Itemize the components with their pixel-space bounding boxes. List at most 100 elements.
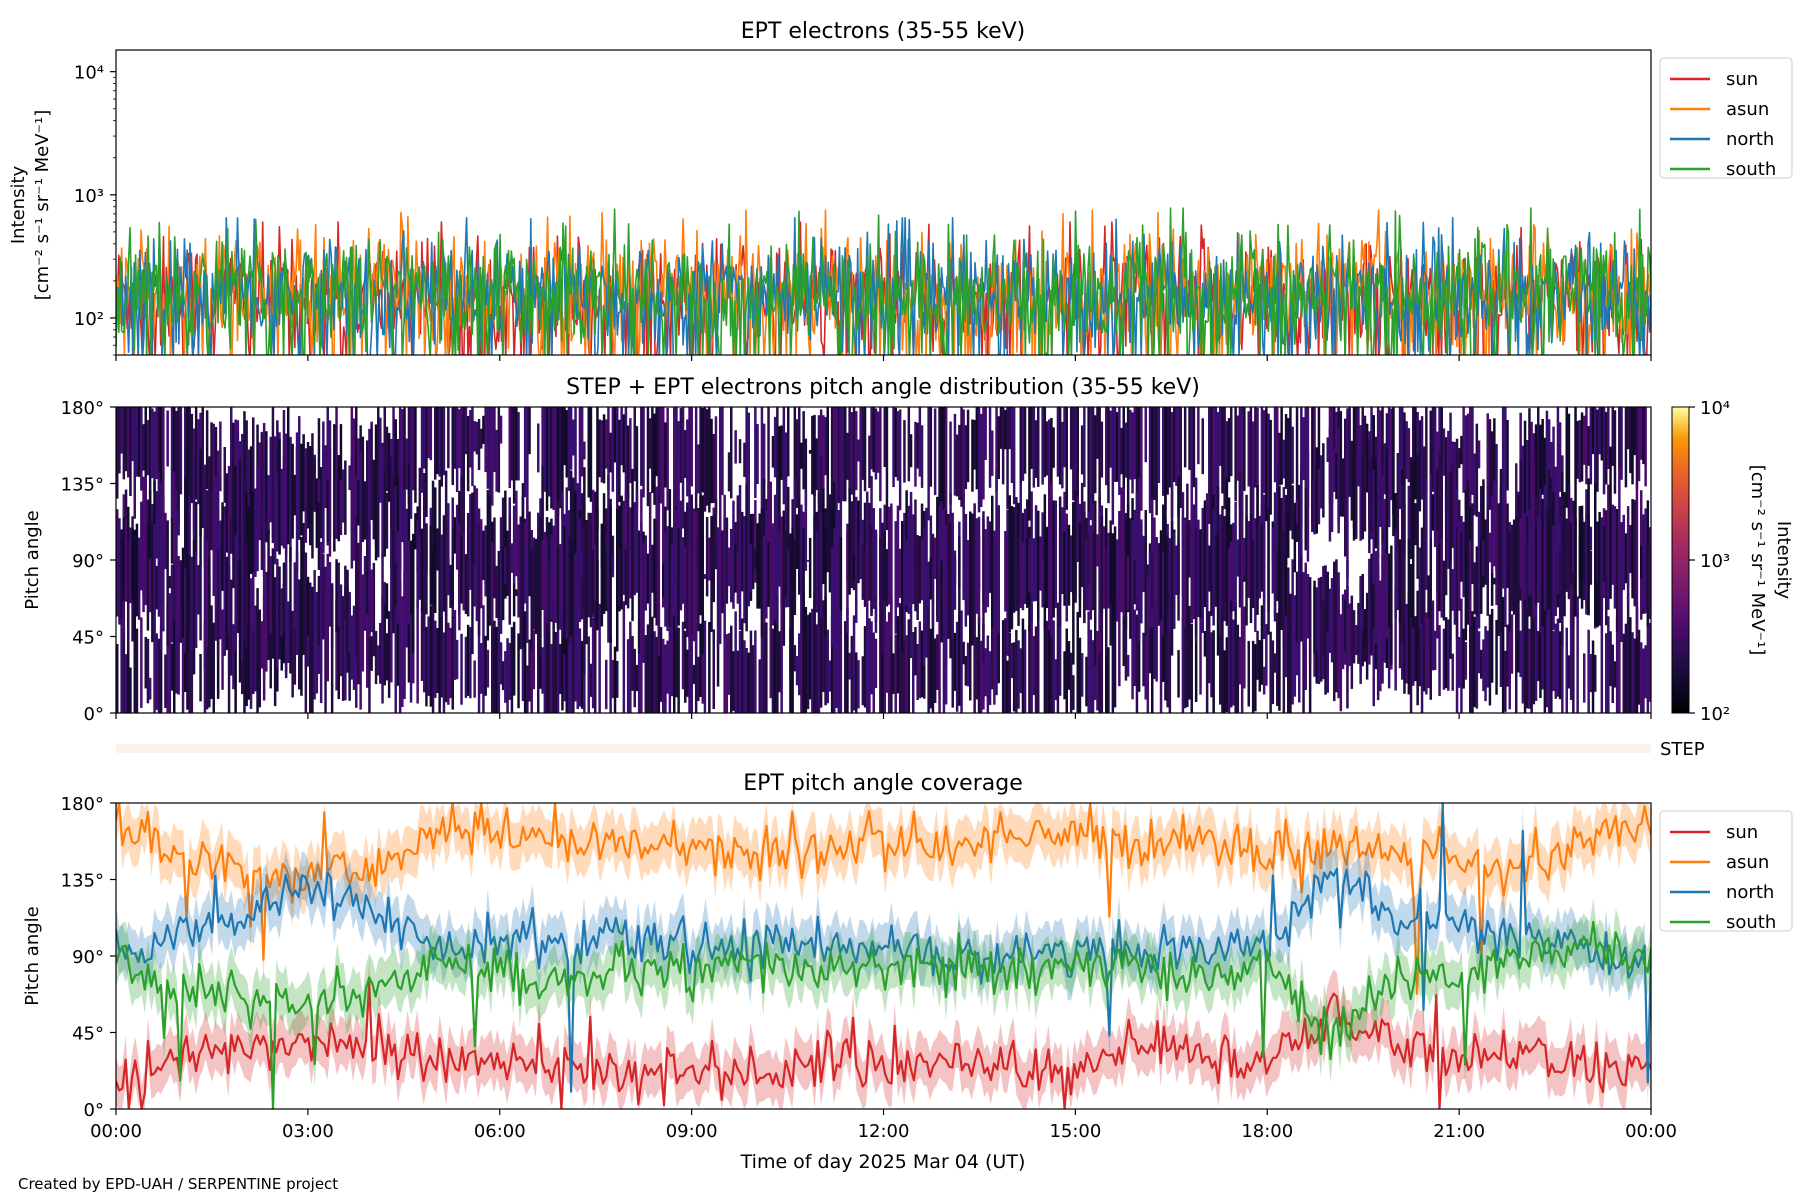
heatmap-cell — [517, 524, 520, 618]
heatmap-cell — [673, 524, 676, 608]
heatmap-cell — [420, 528, 424, 612]
heatmap-cell — [848, 407, 851, 504]
heatmap-cell — [1004, 618, 1007, 713]
heatmap-cell — [969, 608, 972, 701]
heatmap-cell — [548, 565, 551, 633]
heatmap-cell — [1065, 628, 1068, 713]
heatmap-cell — [324, 445, 327, 508]
heatmap-cell — [1484, 626, 1487, 702]
heatmap-cell — [234, 534, 237, 652]
heatmap-cell — [1137, 407, 1141, 486]
heatmap-cell — [1565, 518, 1568, 590]
heatmap-cell — [350, 615, 354, 680]
heatmap-cell — [762, 535, 766, 625]
heatmap-cell — [719, 407, 722, 516]
heatmap-cell — [826, 629, 829, 704]
heatmap-cell — [1151, 596, 1154, 713]
heatmap-cell — [230, 407, 233, 553]
heatmap-cell — [1087, 534, 1090, 583]
heatmap-cell — [1291, 559, 1294, 623]
heatmap-cell — [1085, 656, 1088, 707]
panel2-title: STEP + EPT electrons pitch angle distrib… — [566, 375, 1200, 400]
heatmap-cell — [1486, 630, 1489, 688]
heatmap-cell — [1133, 509, 1136, 578]
heatmap-cell — [265, 431, 268, 517]
heatmap-cell — [142, 551, 145, 613]
heatmap-cell — [596, 507, 599, 607]
heatmap-cell — [798, 407, 801, 516]
heatmap-cell — [620, 407, 623, 466]
heatmap-cell — [1602, 525, 1606, 582]
heatmap-cell — [1012, 407, 1016, 505]
heatmap-cell — [526, 504, 529, 579]
heatmap-cell — [317, 478, 321, 503]
heatmap-cell — [1006, 509, 1009, 656]
heatmap-cell — [1243, 537, 1246, 576]
heatmap-cell — [883, 585, 886, 713]
heatmap-cell — [901, 521, 904, 652]
heatmap-cell — [501, 497, 505, 575]
heatmap-cell — [885, 549, 889, 607]
heatmap-cell — [697, 510, 700, 632]
heatmap-cell — [137, 407, 141, 477]
heatmap-cell — [127, 407, 130, 478]
heatmap-cell — [1565, 627, 1568, 713]
heatmap-cell — [1315, 587, 1318, 652]
heatmap-cell — [723, 632, 726, 713]
heatmap-cell — [491, 607, 494, 713]
heatmap-cell — [808, 612, 812, 700]
heatmap-cell — [1528, 408, 1531, 547]
heatmap-cell — [526, 407, 529, 526]
heatmap-cell — [409, 584, 413, 703]
heatmap-cell — [192, 457, 196, 599]
heatmap-cell — [1111, 407, 1115, 525]
heatmap-cell — [947, 524, 950, 639]
heatmap-cell — [1541, 419, 1544, 495]
heatmap-cell — [1637, 629, 1641, 705]
heatmap-cell — [383, 407, 386, 531]
heatmap-cell — [1633, 407, 1636, 456]
heatmap-cell — [1287, 567, 1290, 628]
heatmap-cell — [390, 535, 393, 621]
heatmap-cell — [1008, 407, 1011, 450]
heatmap-cell — [1534, 424, 1538, 550]
heatmap-cell — [578, 407, 582, 519]
heatmap-cell — [980, 640, 983, 713]
heatmap-cell — [1403, 536, 1406, 627]
heatmap-cell — [484, 525, 487, 597]
heatmap-cell — [407, 463, 411, 577]
heatmap-cell — [153, 411, 156, 493]
heatmap-cell — [1348, 603, 1351, 667]
heatmap-cell — [1394, 588, 1397, 691]
heatmap-cell — [434, 620, 437, 698]
heatmap-cell — [1146, 574, 1150, 713]
heatmap-cell — [1471, 611, 1474, 713]
heatmap-cell — [1556, 407, 1560, 536]
heatmap-cell — [431, 581, 435, 713]
heatmap-cell — [712, 515, 715, 603]
heatmap-plot-area — [116, 407, 1651, 713]
heatmap-cell — [436, 407, 439, 475]
heatmap-cell — [276, 420, 279, 513]
heatmap-cell — [767, 483, 770, 597]
heatmap-cell — [613, 646, 617, 713]
heatmap-cell — [1416, 454, 1419, 579]
heatmap-cell — [576, 494, 579, 634]
heatmap-cell — [1569, 609, 1573, 701]
heatmap-cell — [1642, 648, 1645, 713]
heatmap-cell — [561, 407, 564, 520]
x-tick-label: 00:00 — [1625, 1121, 1677, 1142]
heatmap-cell — [473, 421, 476, 452]
heatmap-cell — [438, 602, 441, 713]
heatmap-cell — [1341, 458, 1345, 517]
heatmap-cell — [1183, 519, 1187, 627]
heatmap-cell — [1541, 498, 1544, 627]
heatmap-cell — [953, 413, 957, 496]
heatmap-cell — [986, 635, 990, 713]
heatmap-cell — [964, 425, 968, 490]
heatmap-cell — [1429, 538, 1432, 617]
heatmap-cell — [1133, 560, 1136, 605]
heatmap-cell — [381, 595, 384, 704]
heatmap-cell — [438, 407, 441, 477]
